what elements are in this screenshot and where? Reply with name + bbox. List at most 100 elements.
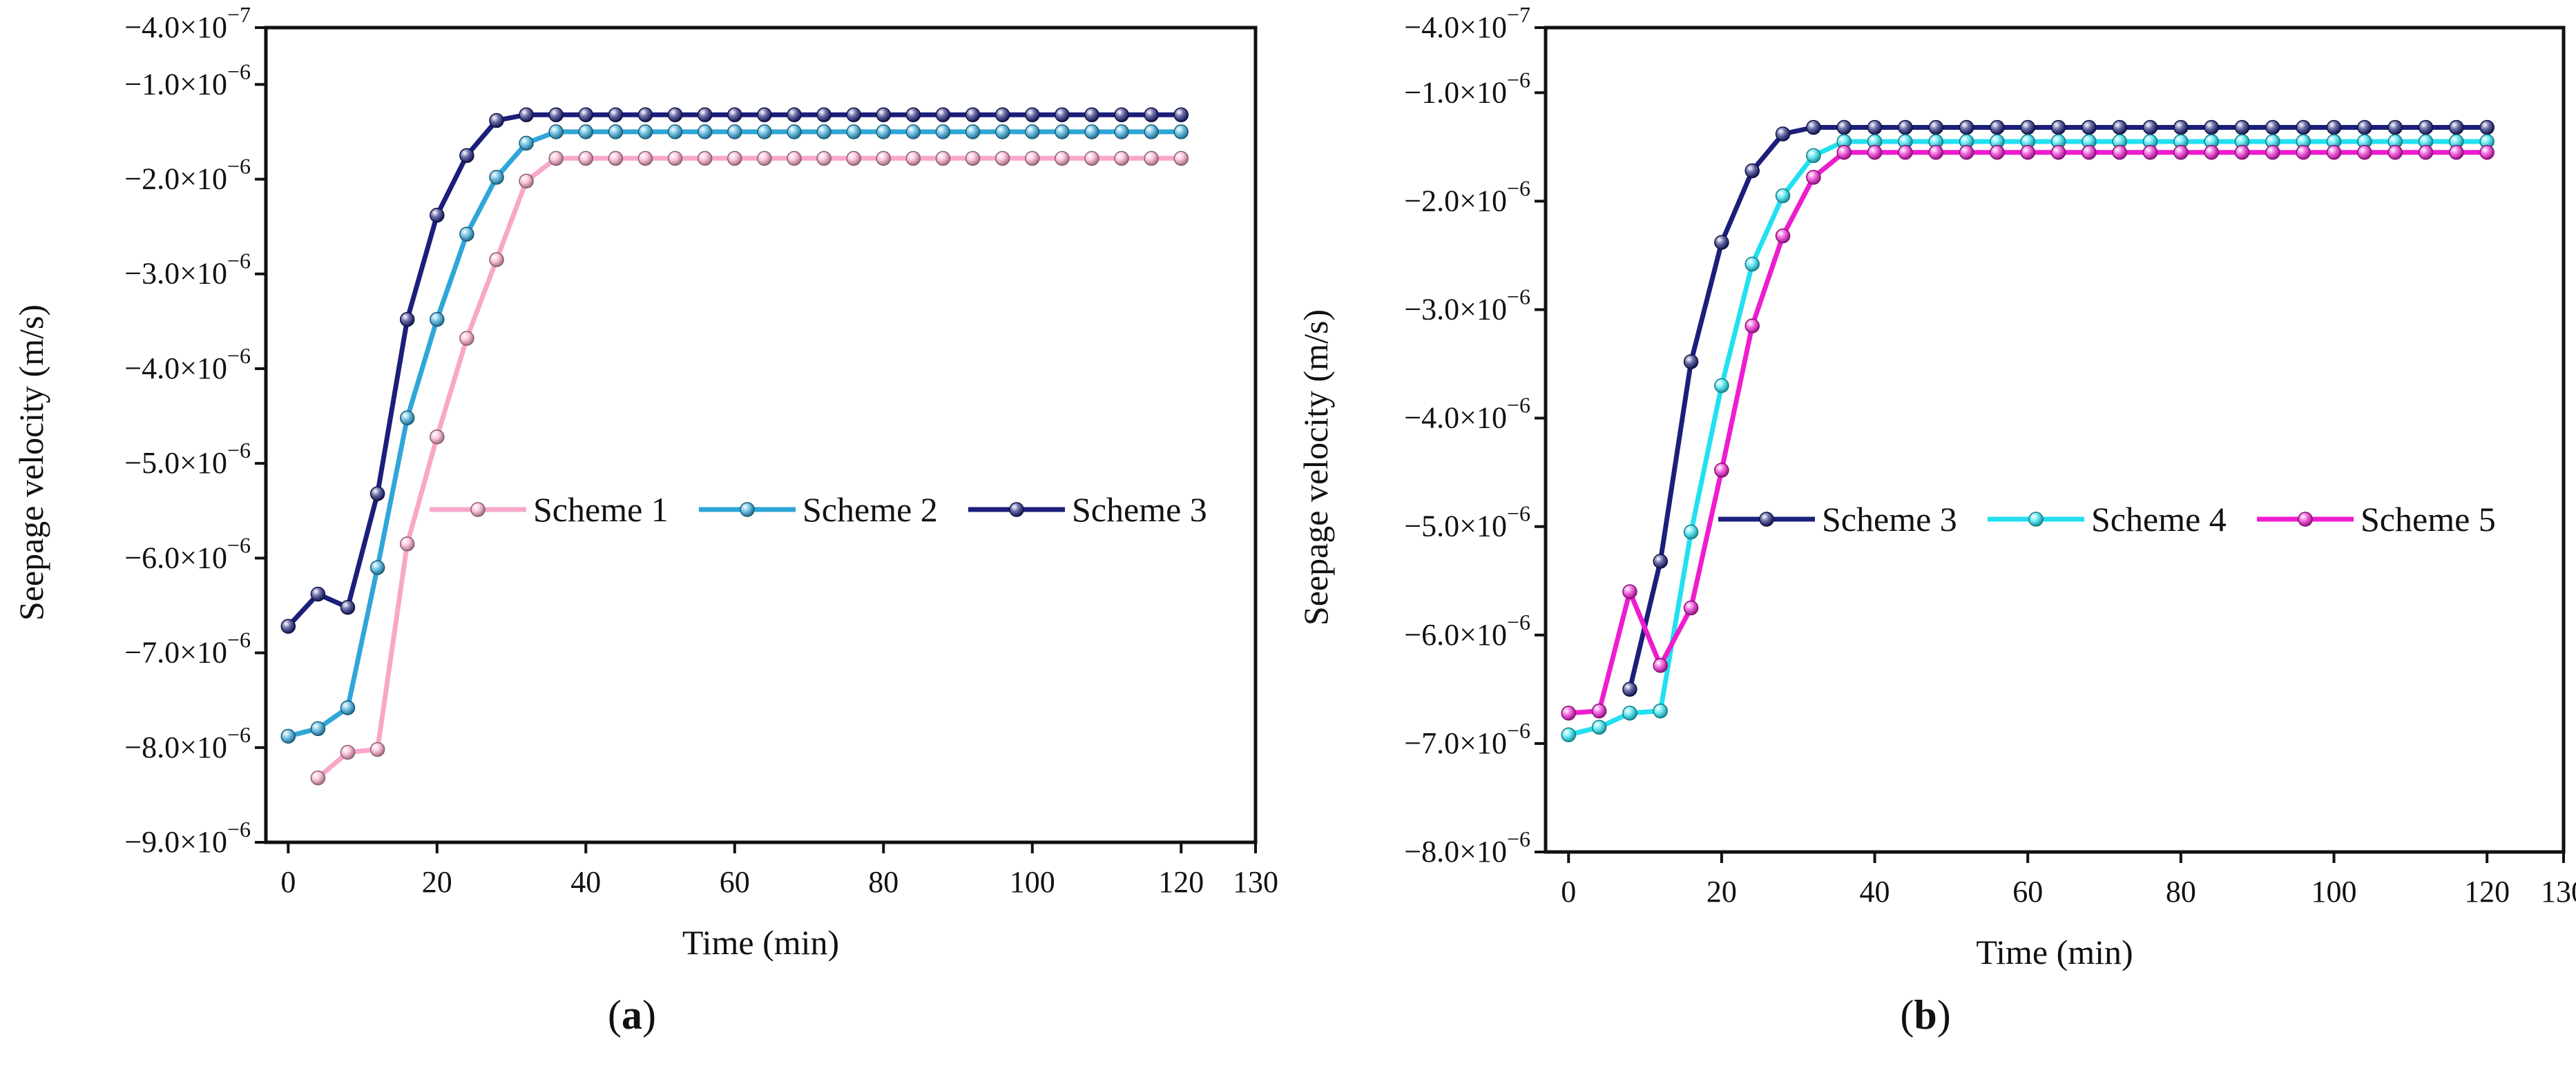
data-point	[519, 135, 534, 151]
x-axis-title: Time (min)	[1976, 933, 2133, 971]
data-point	[727, 151, 742, 166]
data-point	[399, 410, 415, 426]
data-point	[280, 619, 296, 634]
x-tick-label: 80	[2166, 875, 2196, 909]
data-point	[1867, 119, 1883, 135]
data-point	[459, 331, 474, 346]
data-point	[1622, 584, 1637, 599]
data-point	[965, 151, 981, 166]
data-point	[816, 151, 832, 166]
data-point	[369, 486, 385, 501]
data-point	[430, 429, 445, 445]
data-point	[637, 124, 653, 139]
data-point	[489, 170, 504, 185]
data-point	[1744, 163, 1760, 179]
data-point	[757, 124, 772, 139]
legend-label: Scheme 1	[533, 490, 669, 529]
data-point	[310, 770, 326, 786]
data-point	[2296, 119, 2311, 135]
data-point	[2387, 144, 2403, 160]
data-point	[905, 124, 921, 139]
legend-marker	[470, 502, 486, 517]
data-point	[430, 311, 445, 327]
data-point	[1114, 124, 1129, 139]
data-point	[340, 744, 356, 760]
y-tick-label: −1.0×10−6	[1404, 67, 1530, 109]
data-point	[787, 124, 802, 139]
y-tick-label: −8.0×10−6	[1404, 826, 1530, 869]
data-point	[608, 124, 624, 139]
y-tick-label: −3.0×10−6	[1404, 284, 1530, 326]
data-point	[1714, 235, 1729, 250]
data-point	[2449, 119, 2464, 135]
data-point	[1683, 600, 1699, 616]
data-point	[727, 107, 742, 122]
y-axis-title: Seepage velocity (m/s)	[1296, 309, 1335, 626]
data-point	[1806, 170, 1821, 185]
data-point	[519, 173, 534, 189]
data-point	[548, 107, 564, 122]
data-point	[2326, 144, 2342, 160]
data-point	[2296, 144, 2311, 160]
x-tick-label: 0	[1561, 875, 1576, 909]
y-tick-label: −4.0×10−7	[1404, 2, 1530, 44]
data-point	[1744, 256, 1760, 272]
chart-panel-a: 0 20 40 60 80 100 120 130 −4.0×10−7 −1.0×10−6 −2.0…	[12, 2, 1278, 1038]
data-point	[2112, 144, 2127, 160]
data-point	[2082, 119, 2097, 135]
data-point	[1775, 188, 1791, 204]
data-point	[1084, 151, 1099, 166]
data-point	[608, 107, 624, 122]
legend-label: Scheme 5	[2361, 500, 2496, 539]
data-point	[994, 124, 1010, 139]
data-point	[846, 124, 861, 139]
data-point	[2082, 144, 2097, 160]
data-point	[1025, 107, 1040, 122]
x-tick-label: 80	[868, 865, 898, 899]
data-point	[2387, 119, 2403, 135]
data-point	[1836, 144, 1852, 160]
data-point	[340, 599, 356, 615]
data-point	[1114, 151, 1129, 166]
data-point	[1561, 727, 1576, 743]
data-point	[1561, 706, 1576, 721]
data-point	[2142, 119, 2158, 135]
data-point	[1173, 151, 1189, 166]
data-point	[1173, 124, 1189, 139]
data-point	[2234, 144, 2250, 160]
data-point	[1714, 378, 1729, 394]
data-point	[637, 151, 653, 166]
data-point	[2265, 119, 2280, 135]
legend-marker	[2298, 512, 2313, 527]
data-point	[2020, 119, 2035, 135]
data-point	[1683, 524, 1699, 540]
x-tick-label: 40	[1860, 875, 1890, 909]
data-point	[2204, 119, 2219, 135]
data-point	[667, 124, 683, 139]
legend: Scheme 1 Scheme 2 Scheme 3	[430, 490, 1207, 529]
y-tick-label: −3.0×10−6	[124, 249, 251, 291]
y-tick-label: −9.0×10−6	[124, 817, 251, 859]
data-point	[1144, 151, 1159, 166]
y-tick-label: −5.0×10−6	[1404, 501, 1530, 543]
data-point	[548, 124, 564, 139]
y-tick-label: −6.0×10−6	[124, 532, 251, 574]
data-point	[935, 107, 951, 122]
data-point	[1055, 124, 1070, 139]
data-point	[2418, 119, 2434, 135]
data-point	[2142, 144, 2158, 160]
data-point	[489, 252, 504, 267]
data-point	[369, 560, 385, 575]
data-point	[1959, 119, 1974, 135]
x-tick-label: 40	[570, 865, 601, 899]
plot-frame	[1544, 26, 2566, 854]
data-point	[1928, 144, 1943, 160]
data-point	[1898, 119, 1913, 135]
y-tick-label: −5.0×10−6	[124, 438, 251, 480]
data-point	[1144, 124, 1159, 139]
data-point	[1084, 107, 1099, 122]
x-tick-label: 130	[1233, 865, 1278, 899]
legend-label: Scheme 2	[802, 490, 938, 529]
x-tick-label: 60	[2012, 875, 2043, 909]
y-tick-label: −1.0×10−6	[124, 59, 251, 101]
